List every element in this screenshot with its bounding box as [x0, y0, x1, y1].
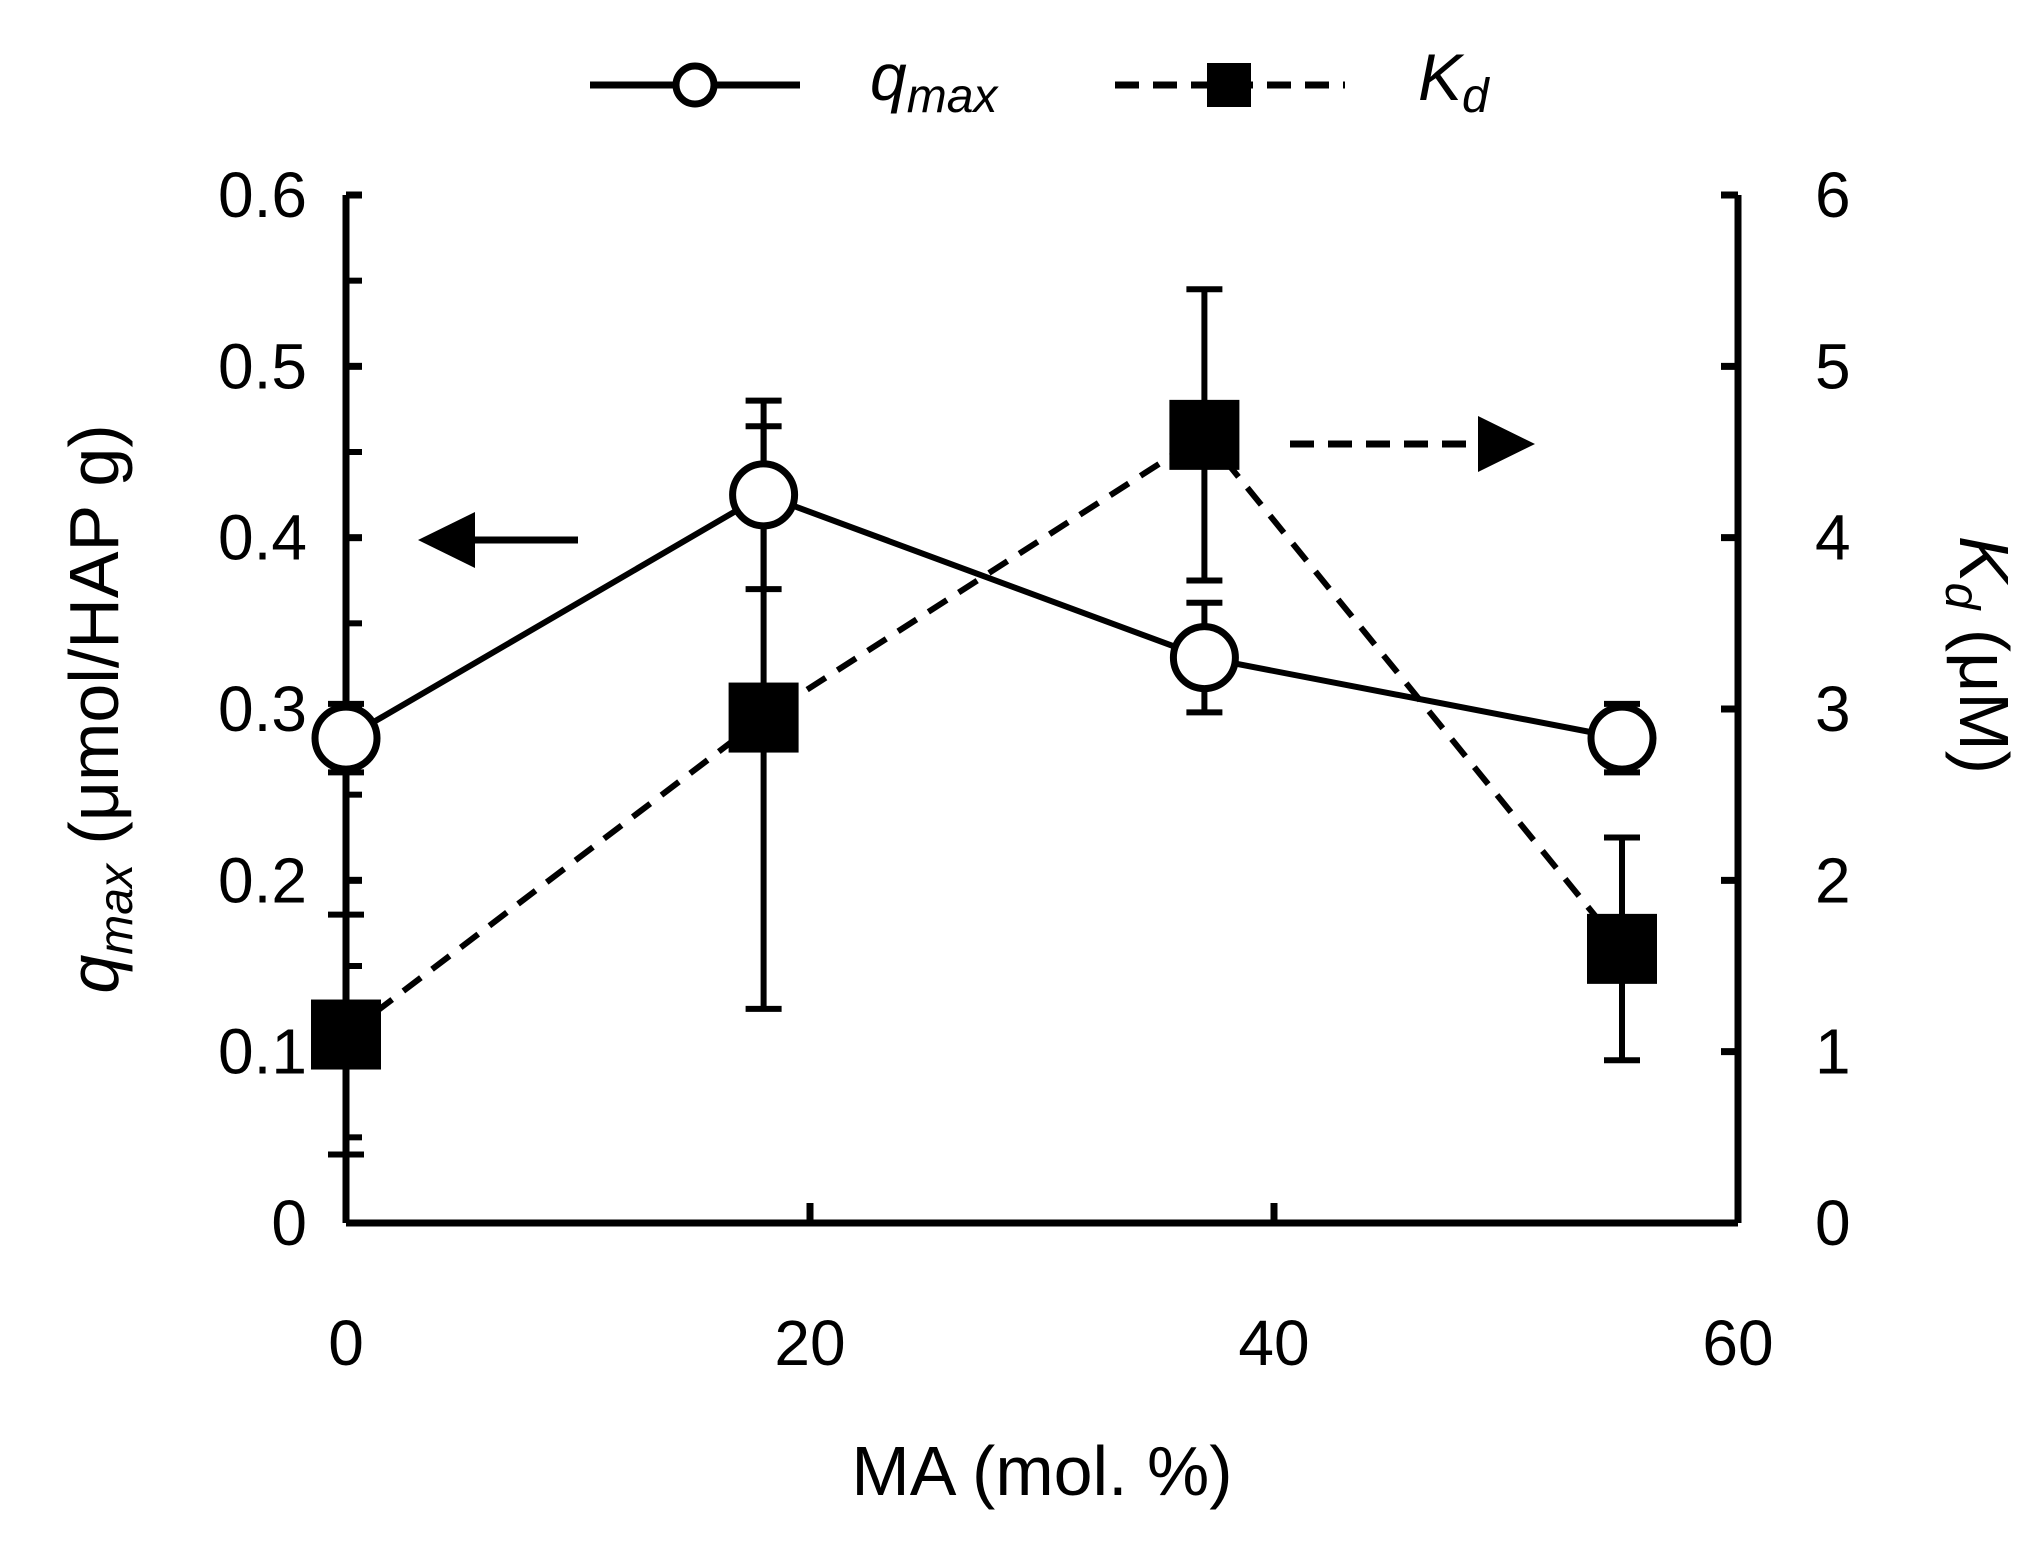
- right-y-tick-label: 2: [1815, 844, 1851, 916]
- qmax-marker: [729, 460, 799, 530]
- series-qmax: [311, 397, 1657, 776]
- qmax-arrow-head: [418, 512, 475, 568]
- left-y-tick-label: 0.1: [218, 1016, 307, 1088]
- qmax-marker: [1587, 703, 1657, 773]
- left-y-tick-label: 0.2: [218, 844, 307, 916]
- axes: [342, 195, 1742, 1227]
- kd-arrow-head: [1478, 416, 1535, 472]
- x-tick-label: 60: [1702, 1307, 1773, 1379]
- left-y-tick-label: 0.4: [218, 502, 307, 574]
- kd-marker: [311, 999, 381, 1070]
- qmax-marker: [1169, 623, 1239, 693]
- right-y-axis-title: Kd (μM): [1935, 536, 2023, 774]
- left-y-tick-label: 0.6: [218, 159, 307, 231]
- legend-qmax-label: qmax: [870, 40, 999, 123]
- tick-marks: [346, 191, 1738, 1227]
- qmax-marker: [311, 703, 381, 773]
- kd-axis-arrow: [1290, 416, 1535, 472]
- right-y-tick-label: 4: [1815, 502, 1851, 574]
- x-tick-label: 20: [774, 1307, 845, 1379]
- x-tick-label: 0: [328, 1307, 364, 1379]
- series-kd: [311, 286, 1657, 1158]
- legend: qmax Kd: [590, 40, 1490, 123]
- kd-line: [344, 430, 1625, 1037]
- left-y-tick-label: 0.3: [218, 673, 307, 745]
- left-y-tick-label: 0.5: [218, 330, 307, 402]
- kd-marker: [1169, 399, 1240, 470]
- legend-kd-label: Kd: [1418, 40, 1490, 123]
- x-axis-title: MA (mol. %): [851, 1432, 1232, 1510]
- right-y-tick-label: 0: [1815, 1187, 1851, 1259]
- x-tick-label: 40: [1238, 1307, 1309, 1379]
- left-y-tick-label: 0: [271, 1187, 307, 1259]
- kd-marker: [728, 682, 799, 753]
- left-y-axis-title: qmax (μmol/HAP g): [55, 424, 143, 993]
- right-y-tick-label: 1: [1815, 1016, 1851, 1088]
- qmax-line: [344, 491, 1623, 742]
- kd-marker: [1587, 913, 1657, 984]
- right-y-tick-label: 3: [1815, 673, 1851, 745]
- right-y-tick-label: 5: [1815, 330, 1851, 402]
- qmax-axis-arrow: [418, 512, 578, 568]
- right-y-tick-label: 6: [1815, 159, 1851, 231]
- legend-qmax-marker: [672, 62, 718, 108]
- legend-kd-marker: [1207, 63, 1251, 107]
